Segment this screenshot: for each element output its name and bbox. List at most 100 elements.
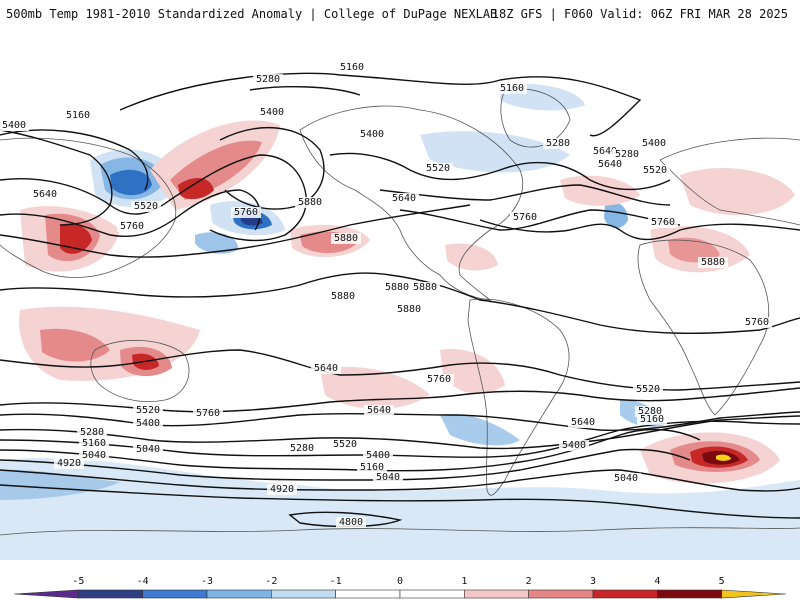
height-contours [0,72,800,528]
colorbar-tick-label: -5 [72,576,84,587]
contour-label: 5040 [614,473,638,484]
warm-light-caribbean [445,243,498,271]
contour-label-bg [510,212,540,223]
contour-label: 5280 [615,149,639,160]
colorbar-swatches [13,589,787,599]
contour-label: 5880 [298,197,322,208]
contour-label: 4800 [339,517,363,528]
contour-label-bg [635,406,665,417]
colorbar-swatch [528,589,594,599]
contour-5040-south [0,469,800,492]
contour-label: 5760 [120,221,144,232]
contour-label: 5520 [333,439,357,450]
contour-label-bg [363,450,393,461]
contour-label-bg [337,62,367,73]
eurasia-outline [0,137,800,278]
contour-5640-npac [0,189,261,237]
contour-5760-npac [0,204,471,258]
africa-outline [637,239,770,416]
colorbar-tick-label: -3 [201,576,213,587]
contour-label: 5640 [314,363,338,374]
contour-label-bg [77,427,107,438]
warm-peak-s-indian [716,454,731,461]
contour-label-bg [568,417,598,428]
anomaly-shading [0,83,800,560]
contour-label-bg [559,440,589,451]
colorbar-tick-label: 5 [719,576,725,587]
contour-label-bg [336,517,366,528]
contour-label: 5880 [397,304,421,315]
colorbar-tick-label: 1 [461,576,467,587]
contour-label: 5040 [136,444,160,455]
contour-label: 5880 [331,291,355,302]
contour-label-bg [54,458,84,469]
colorbar-swatch [142,589,208,599]
contour-label-bg [497,83,527,94]
contour-label: 5280 [546,138,570,149]
cool-patch-s-atlantic [440,414,520,446]
contour-label-bg [133,418,163,429]
warm-strong-kamchatka [178,178,214,200]
contour-label: 5760 [513,212,537,223]
colorbar-tick-label: -4 [137,576,149,587]
contour-label: 5640 [571,417,595,428]
contour-label: 5640 [598,159,622,170]
contour-label-bg [640,165,670,176]
contour-label: 5400 [562,440,586,451]
contour-label-bg [394,304,424,315]
contour-label: 5400 [2,120,26,131]
contour-label-bg [0,120,29,131]
colorbar-swatch [271,589,336,599]
contour-label: 5160 [500,83,524,94]
contour-label-bg [590,146,620,157]
colorbar-swatch [78,589,143,599]
colorbar-swatch [13,589,79,599]
contour-label-bg [133,405,163,416]
contour-5400-nw [0,129,113,226]
contour-label: 5880 [334,233,358,244]
contour-5880-south [0,349,800,391]
contour-label: 5760 [196,408,220,419]
contour-label: 5640 [392,193,416,204]
contour-label: 5040 [376,472,400,483]
antarctica-outline [0,527,800,536]
cool-strong-n-pacific [110,169,152,196]
colorbar-swatch [399,589,465,599]
cool-band-south [0,457,800,560]
contour-label: 5160 [640,414,664,425]
colorbar-tick-label: 3 [590,576,596,587]
contour-label-bg [364,405,394,416]
contour-label: 5160 [66,110,90,121]
contour-label: 5280 [638,406,662,417]
contour-label: 5640 [367,405,391,416]
south-america-outline [467,298,570,496]
contour-label-bg [742,317,772,328]
contour-4920-south [0,484,800,519]
contour-label-bg [373,472,403,483]
contour-label: 5760 [427,374,451,385]
contour-label-bg [410,282,440,293]
map-title: 500mb Temp 1981-2010 Standardized Anomal… [6,7,498,21]
cool-band-southwest [0,469,120,500]
contour-5400-na [329,152,671,191]
contour-labels: 5160528054005160516054005400528055205640… [0,62,772,528]
contour-4800-south [288,511,403,528]
contour-label: 5160 [82,438,106,449]
map-header: 500mb Temp 1981-2010 Standardized Anomal… [0,0,800,30]
colorbar-tick-label: 2 [526,576,532,587]
contour-label: 5160 [340,62,364,73]
contour-5400-south [0,420,800,458]
warm-mid-indian-ocean [40,328,110,362]
contour-label: 5520 [643,165,667,176]
contour-label-bg [287,443,317,454]
contour-label: 5400 [642,138,666,149]
warm-light-s-america [440,349,505,394]
colorbar-swatch [335,589,401,599]
contour-label: 5760 [745,317,769,328]
contour-label: 5280 [290,443,314,454]
contour-5520-npac [0,154,307,242]
contour-label: 5520 [636,384,660,395]
cool-mid-c-pacific [195,232,239,254]
contour-label: 5520 [134,201,158,212]
contour-label-bg [295,197,325,208]
